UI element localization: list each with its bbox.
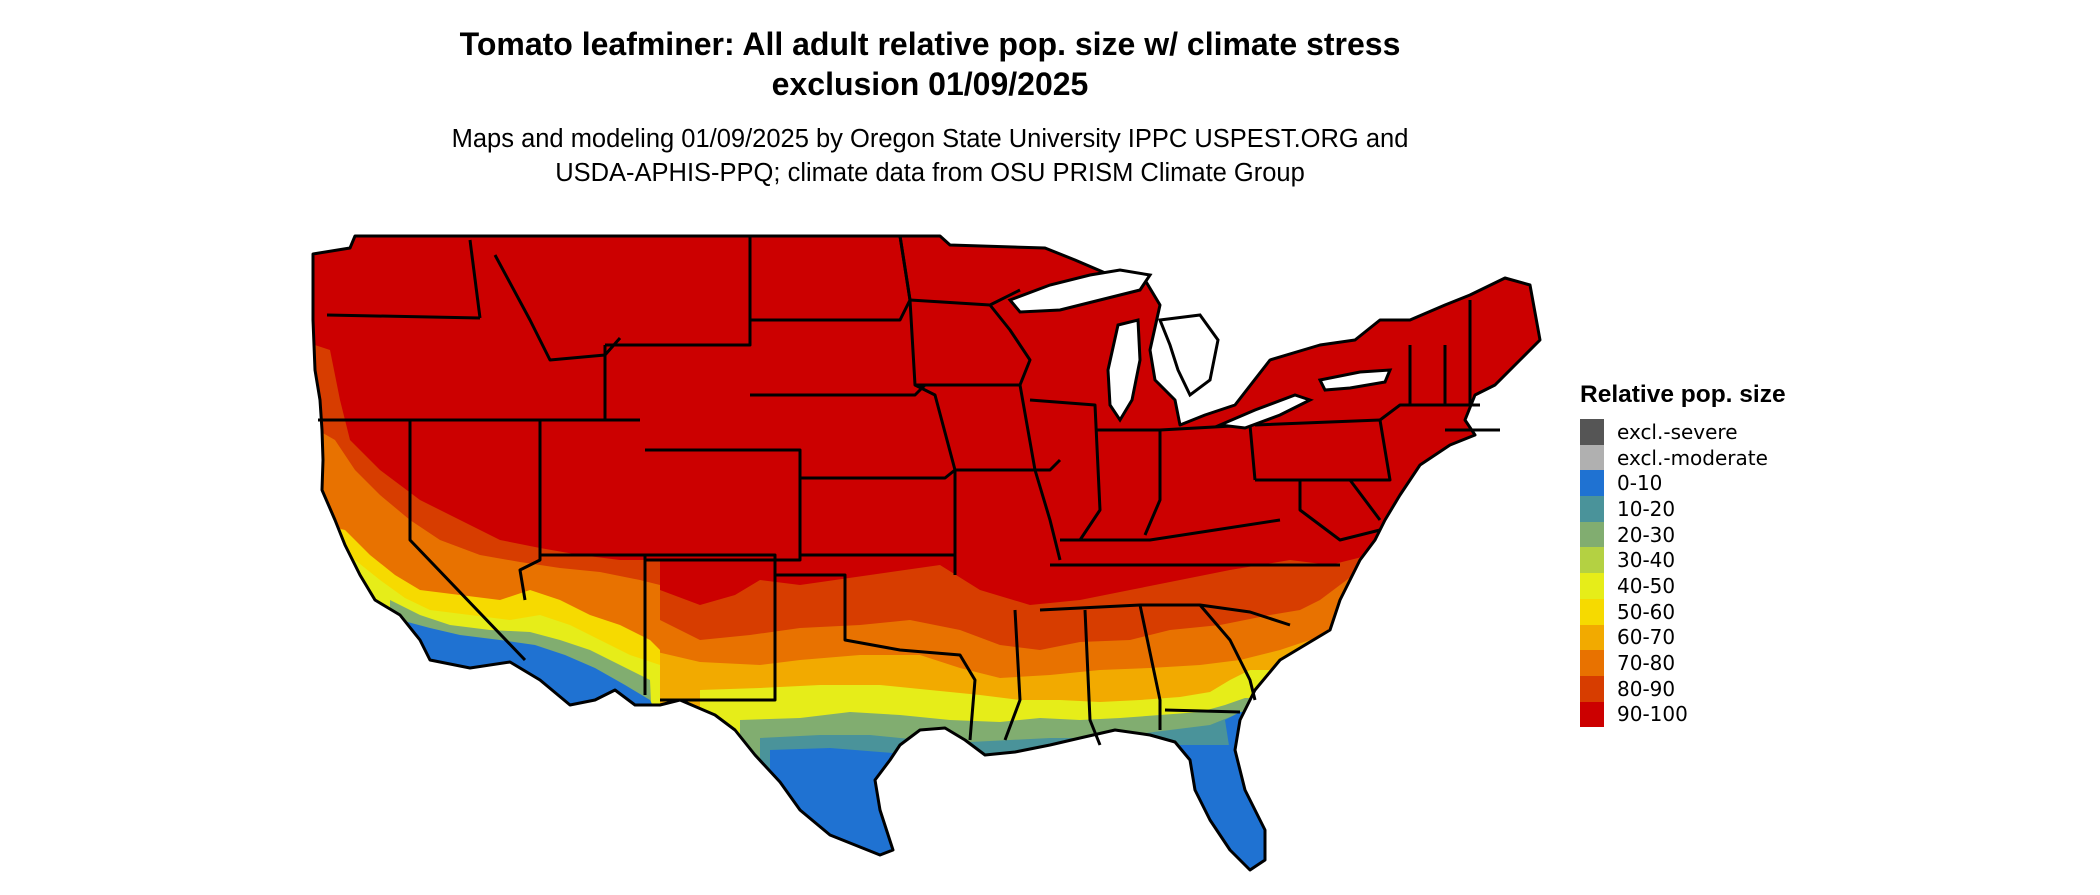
legend-swatch <box>1580 573 1604 599</box>
legend-swatch <box>1580 624 1604 651</box>
legend-swatch <box>1580 496 1604 522</box>
legend-title: Relative pop. size <box>1580 381 1786 408</box>
legend-item: 10-20 <box>1580 496 1786 522</box>
legend-swatch <box>1580 675 1604 702</box>
lake-ontario <box>1317 368 1393 392</box>
legend-swatch <box>1580 598 1604 625</box>
lake-erie <box>1214 393 1314 430</box>
map-legend: Relative pop. size excl.-severe excl.-mod… <box>1580 380 1786 728</box>
legend-label: 90-100 <box>1617 702 1688 727</box>
legend-item: 90-100 <box>1580 701 1786 728</box>
map-subtitle-line-2: USDA-APHIS-PPQ; climate data from OSU PR… <box>555 159 1305 187</box>
legend-label: 70-80 <box>1617 651 1676 676</box>
legend-swatch <box>1580 650 1604 676</box>
legend-item: 0-10 <box>1580 470 1786 497</box>
legend-item: excl.-moderate <box>1580 444 1786 471</box>
legend-item: 60-70 <box>1580 624 1786 651</box>
map-title-line-1: Tomato leafminer: All adult relative pop… <box>459 26 1401 62</box>
legend-label: 10-20 <box>1617 496 1676 521</box>
legend-label: excl.-moderate <box>1617 445 1768 470</box>
legend-item: 20-30 <box>1580 521 1786 548</box>
map-title: Tomato leafminer: All adult relative pop… <box>0 24 1860 104</box>
map-subtitle-line-1: Maps and modeling 01/09/2025 by Oregon S… <box>451 125 1409 153</box>
legend-label: 40-50 <box>1617 573 1676 598</box>
legend-label: 30-40 <box>1617 548 1676 573</box>
legend-label: 60-70 <box>1617 625 1676 650</box>
legend-label: 0-10 <box>1617 471 1663 496</box>
legend-swatch <box>1580 470 1604 497</box>
legend-item: 80-90 <box>1580 675 1786 702</box>
legend-item: excl.-severe <box>1580 419 1786 445</box>
great-lakes <box>1007 268 1393 430</box>
lake-superior <box>1007 268 1153 314</box>
lake-michigan <box>1106 318 1142 423</box>
legend-label: 20-30 <box>1617 522 1676 547</box>
legend-label: excl.-severe <box>1617 419 1738 444</box>
legend-swatch <box>1580 521 1604 548</box>
legend-items: excl.-severe excl.-moderate 0-10 10-20 20-30… <box>1580 419 1786 728</box>
map-title-line-2: exclusion 01/09/2025 <box>771 66 1089 102</box>
legend-swatch <box>1580 419 1604 445</box>
legend-item: 70-80 <box>1580 650 1786 676</box>
legend-item: 40-50 <box>1580 573 1786 599</box>
legend-swatch <box>1580 701 1604 728</box>
legend-swatch <box>1580 444 1604 471</box>
legend-item: 50-60 <box>1580 598 1786 625</box>
legend-item: 30-40 <box>1580 547 1786 574</box>
legend-label: 50-60 <box>1617 599 1676 624</box>
map-subtitle: Maps and modeling 01/09/2025 by Oregon S… <box>0 122 1860 190</box>
us-map <box>311 234 1542 872</box>
legend-swatch <box>1580 547 1604 574</box>
lake-huron <box>1157 313 1220 398</box>
legend-label: 80-90 <box>1617 676 1676 701</box>
